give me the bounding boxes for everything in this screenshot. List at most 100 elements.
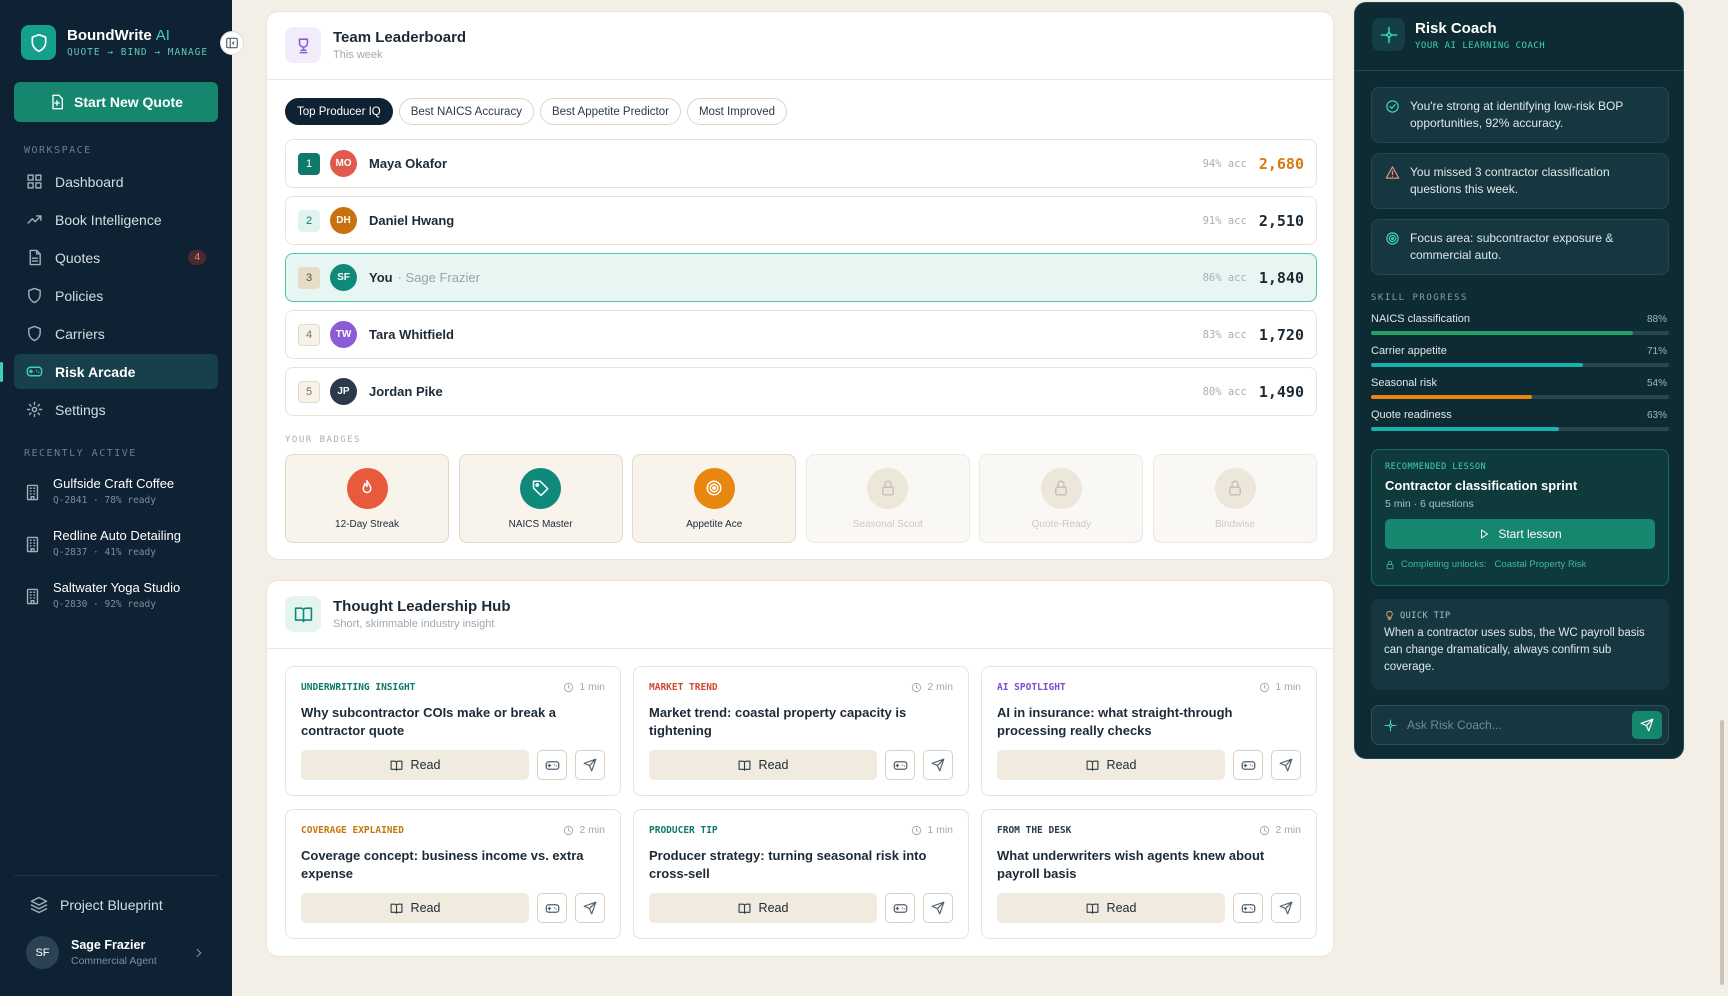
- share-button[interactable]: [923, 750, 953, 780]
- unlocks-item: Coastal Property Risk: [1494, 559, 1587, 570]
- share-button[interactable]: [923, 893, 953, 923]
- coach-icon: [1372, 18, 1405, 51]
- nav-item[interactable]: Book Intelligence: [14, 202, 218, 237]
- icon-shape: [229, 37, 235, 49]
- header-icon: [285, 27, 321, 63]
- skill-bar: [1371, 395, 1532, 399]
- read-button[interactable]: Read: [301, 893, 529, 923]
- icon-shape: [1243, 763, 1253, 767]
- play-button[interactable]: [1233, 750, 1263, 780]
- icon-shape: [532, 480, 549, 497]
- share-button[interactable]: [575, 750, 605, 780]
- read-label: Read: [758, 758, 789, 772]
- icon-shape: [884, 480, 892, 488]
- icon-shape: [1243, 906, 1253, 910]
- recent-item[interactable]: Gulfside Craft Coffee Q-2841 · 78% ready: [24, 476, 174, 506]
- icon: [1385, 166, 1400, 179]
- icon-shape: [912, 825, 922, 835]
- recent-text: Gulfside Craft Coffee Q-2841 · 78% ready: [53, 476, 174, 506]
- accuracy: 94% acc: [1202, 157, 1247, 170]
- icon-shape: [298, 37, 308, 53]
- accuracy: 86% acc: [1202, 271, 1247, 284]
- read-button[interactable]: Read: [997, 893, 1225, 923]
- brand: BoundWrite AI: [67, 27, 170, 44]
- card-subtitle: Short, skimmable industry insight: [333, 618, 495, 630]
- blueprint-link[interactable]: Project Blueprint: [30, 896, 163, 914]
- avatar: MO: [330, 150, 357, 177]
- icon-shape: [1264, 684, 1267, 689]
- read-label: Read: [758, 901, 789, 915]
- header-text: Team Leaderboard This week: [333, 29, 466, 61]
- article-tag: UNDERWRITING INSIGHT: [301, 681, 416, 693]
- icon: [564, 825, 574, 835]
- nav-item[interactable]: Policies: [14, 278, 218, 313]
- read-time: 2 min: [563, 824, 605, 836]
- nav-label: Quotes: [55, 249, 101, 266]
- lesson-label: RECOMMENDED LESSON: [1385, 462, 1487, 472]
- icon-shape: [895, 763, 905, 767]
- user-avatar: SF: [26, 936, 59, 969]
- tab[interactable]: Top Producer IQ: [285, 98, 393, 125]
- new-quote-button[interactable]: Start New Quote: [14, 82, 218, 122]
- tab[interactable]: Best Appetite Predictor: [539, 98, 681, 125]
- tip-label: QUICK TIP: [1400, 610, 1451, 621]
- icon-shape: [931, 758, 945, 772]
- icon-shape: [1385, 166, 1400, 179]
- read-button[interactable]: Read: [649, 750, 877, 780]
- recent-item[interactable]: Saltwater Yoga Studio Q-2830 · 92% ready: [24, 580, 180, 610]
- play-button[interactable]: [1233, 893, 1263, 923]
- nav-item[interactable]: Carriers: [14, 316, 218, 351]
- nav-item[interactable]: Settings: [14, 392, 218, 427]
- icon: [912, 682, 922, 692]
- icon: [1229, 480, 1241, 496]
- read-time-text: 2 min: [927, 681, 953, 693]
- read-button[interactable]: Read: [301, 750, 529, 780]
- icon-shape: [26, 588, 39, 605]
- header-icon: [285, 596, 321, 632]
- member-name: Tara Whitfield: [369, 327, 454, 342]
- user-profile[interactable]: SF Sage Frazier Commercial Agent: [26, 936, 206, 969]
- icon-shape: [28, 369, 40, 374]
- ask-placeholder: Ask Risk Coach...: [1407, 718, 1502, 732]
- icon-shape: [294, 606, 312, 622]
- share-button[interactable]: [575, 893, 605, 923]
- read-button[interactable]: Read: [997, 750, 1225, 780]
- ask-input[interactable]: Ask Risk Coach...: [1371, 705, 1669, 745]
- tip-header: QUICK TIP: [1384, 610, 1656, 621]
- card-header: Thought Leadership Hub Short, skimmable i…: [267, 581, 1333, 649]
- recent-item[interactable]: Redline Auto Detailing Q-2837 · 41% ready: [24, 528, 181, 558]
- share-button[interactable]: [1271, 750, 1301, 780]
- tab[interactable]: Most Improved: [686, 98, 787, 125]
- nav-item[interactable]: Risk Arcade: [14, 354, 218, 389]
- play-button[interactable]: [885, 893, 915, 923]
- start-lesson-button[interactable]: Start lesson: [1385, 519, 1655, 549]
- icon-shape: [1264, 827, 1267, 832]
- send-button[interactable]: [1632, 711, 1662, 739]
- icon: [893, 903, 907, 913]
- article-tag: AI SPOTLIGHT: [997, 681, 1066, 693]
- blueprint-label: Project Blueprint: [60, 897, 163, 913]
- read-button[interactable]: Read: [649, 893, 877, 923]
- share-button[interactable]: [1271, 893, 1301, 923]
- article-tag: MARKET TREND: [649, 681, 718, 693]
- sidebar: BoundWrite AI QUOTE → BIND → MANAGE Start N…: [0, 0, 244, 996]
- nav-item[interactable]: Quotes 4: [14, 240, 218, 275]
- nav-item[interactable]: Dashboard: [14, 164, 218, 199]
- tab[interactable]: Best NAICS Accuracy: [398, 98, 534, 125]
- header-text: Thought Leadership Hub Short, skimmable i…: [333, 598, 511, 630]
- icon-shape: [390, 760, 403, 771]
- play-button[interactable]: [537, 893, 567, 923]
- coach-title: Risk Coach: [1415, 20, 1497, 37]
- article-card: FROM THE DESK 2 min What underwriters wish…: [981, 809, 1317, 939]
- article-meta: MARKET TREND 2 min: [649, 681, 953, 693]
- card-title: Thought Leadership Hub: [333, 598, 511, 615]
- badge-label: Appetite Ace: [686, 518, 743, 530]
- skill-name: Seasonal risk: [1371, 377, 1438, 389]
- play-button[interactable]: [885, 750, 915, 780]
- insight-text: You're strong at identifying low-risk BO…: [1410, 99, 1624, 130]
- section-label: RECENTLY ACTIVE: [24, 448, 137, 459]
- icon: [532, 480, 549, 497]
- collapse-button[interactable]: [220, 31, 244, 55]
- badge-label: Quote-Ready: [1031, 518, 1092, 530]
- play-button[interactable]: [537, 750, 567, 780]
